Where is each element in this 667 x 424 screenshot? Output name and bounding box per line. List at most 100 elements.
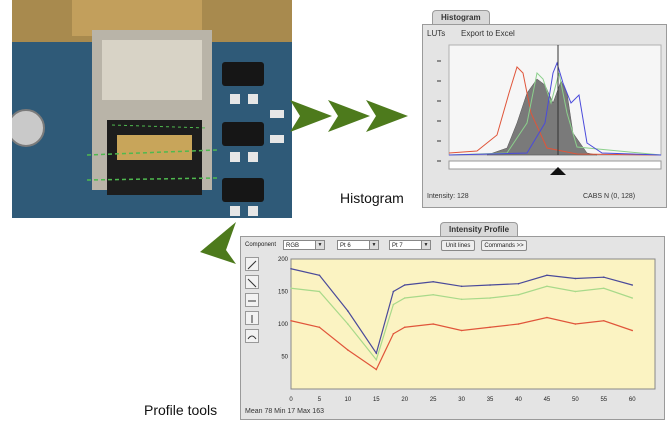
x-tick-label: 60: [629, 397, 636, 403]
circuit-board-photo: [12, 0, 292, 218]
y-tick-label: 150: [278, 290, 289, 296]
profile-point: [392, 332, 395, 335]
profile-point: [603, 287, 605, 290]
arrow-icon: [290, 100, 332, 132]
profile-point: [517, 282, 520, 285]
line-tool-icon[interactable]: [245, 257, 259, 271]
y-tick-label: 200: [278, 257, 289, 263]
profile-point: [375, 368, 378, 371]
profile-point: [460, 285, 463, 288]
point-b-value: Pt 7: [392, 243, 403, 249]
profile-point: [318, 274, 321, 277]
profile-point: [290, 287, 292, 290]
profile-point: [432, 293, 434, 296]
y-tick-label: 100: [278, 322, 289, 328]
profile-panel: Component RGB ▼ Pt 6 ▼ Pt 7 ▼ Unit lines…: [240, 236, 665, 420]
profile-point: [403, 284, 406, 286]
point-b-select[interactable]: Pt 7 ▼: [389, 240, 431, 250]
chevron-down-icon: ▼: [421, 241, 430, 249]
x-tick-label: 0: [289, 397, 293, 403]
profile-point: [347, 349, 349, 351]
plot-area: [290, 258, 656, 390]
component-select[interactable]: RGB ▼: [283, 240, 325, 250]
profile-point: [489, 284, 491, 286]
diagonal-tool-icon[interactable]: [245, 275, 259, 289]
profile-point: [574, 277, 577, 280]
profile-point: [318, 326, 321, 329]
profile-point: [460, 298, 463, 301]
profile-point: [403, 326, 406, 329]
x-tick-label: 10: [345, 397, 352, 403]
histogram-class-readout: CABS N (0, 128): [583, 193, 636, 200]
component-label: Component: [245, 242, 277, 248]
profile-series-line-0: [290, 268, 633, 355]
profile-point: [375, 352, 378, 355]
profile-point: [489, 326, 491, 329]
profile-point: [631, 329, 634, 332]
luts-menu[interactable]: LUTs: [427, 29, 446, 38]
chevron-down-icon: ▼: [369, 241, 378, 249]
profile-point: [392, 290, 395, 293]
profile-point: [631, 284, 634, 286]
profile-point: [432, 323, 434, 325]
histogram-window: Histogram LUTs Export to Excel Intensity…: [422, 10, 667, 208]
vertical-line-tool-icon[interactable]: [245, 311, 259, 325]
histogram-plot: [427, 43, 662, 183]
x-tick-label: 25: [430, 397, 437, 403]
profile-point: [603, 276, 605, 278]
point-a-value: Pt 6: [340, 243, 351, 249]
arrow-icon: [366, 100, 408, 132]
x-tick-label: 40: [515, 397, 522, 403]
profile-tools-caption: Profile tools: [144, 402, 218, 418]
profile-series-line-2: [290, 316, 633, 371]
profile-point: [403, 297, 406, 299]
x-tick-label: 5: [318, 397, 322, 403]
profile-point: [290, 319, 292, 322]
slider-handle[interactable]: [550, 167, 566, 175]
profile-point: [546, 274, 548, 277]
profile-series-line-1: [290, 285, 633, 362]
x-tick-label: 20: [401, 397, 408, 403]
horizontal-line-tool-icon[interactable]: [245, 293, 259, 307]
x-tick-label: 35: [487, 397, 494, 403]
commands-button[interactable]: Commands >>: [481, 240, 527, 251]
x-tick-label: 30: [458, 397, 465, 403]
profile-point: [546, 285, 548, 288]
profile-point: [392, 303, 395, 306]
profile-point: [489, 297, 491, 299]
x-tick-label: 55: [600, 397, 607, 403]
profile-point: [574, 323, 577, 325]
arrow-icon: [200, 222, 236, 264]
curve-tool-icon[interactable]: [245, 329, 259, 343]
tab-intensity-profile[interactable]: Intensity Profile: [440, 222, 519, 237]
tab-histogram[interactable]: Histogram: [432, 10, 490, 25]
x-tick-label: 15: [373, 397, 380, 403]
chevron-down-icon: ▼: [315, 241, 324, 249]
histogram-panel: LUTs Export to Excel Intensity: 128 CABS…: [422, 24, 667, 208]
export-to-excel-menu[interactable]: Export to Excel: [461, 29, 515, 38]
profile-point: [347, 310, 349, 312]
histogram-caption: Histogram: [340, 190, 404, 206]
profile-point: [517, 323, 520, 325]
profile-point: [517, 293, 520, 296]
profile-point: [375, 358, 378, 361]
x-tick-label: 45: [544, 397, 551, 403]
profile-point: [460, 329, 463, 332]
profile-point: [432, 280, 434, 283]
component-select-value: RGB: [286, 243, 300, 249]
profile-point: [290, 267, 292, 270]
profile-status: Mean 78 Min 17 Max 163: [245, 408, 324, 415]
profile-point: [603, 319, 605, 322]
unit-lines-button[interactable]: Unit lines: [441, 240, 475, 251]
y-tick-label: 50: [281, 355, 288, 361]
profile-point: [546, 316, 548, 319]
histogram-intensity-readout: Intensity: 128: [427, 193, 469, 200]
profile-point: [631, 297, 634, 299]
point-a-select[interactable]: Pt 6 ▼: [337, 240, 379, 250]
arrow-icon: [328, 100, 370, 132]
profile-point: [318, 290, 321, 293]
profile-point: [574, 290, 577, 293]
x-tick-label: 50: [572, 397, 579, 403]
intensity-profile-chart: 200 150 100 50 0 5 10 15 20 25 30 35 40 45 50 55 60: [278, 257, 656, 403]
intensity-profile-window: Intensity Profile Component RGB ▼ Pt 6 ▼…: [240, 222, 665, 420]
